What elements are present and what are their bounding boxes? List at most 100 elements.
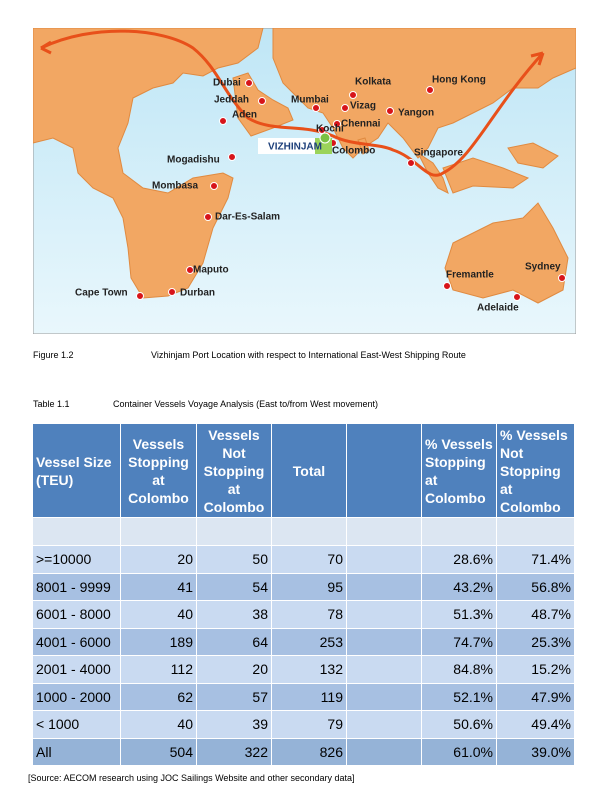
port-label: Yangon xyxy=(398,108,434,119)
table-cell: 6001 - 8000 xyxy=(33,601,121,629)
header-cell: Total xyxy=(272,424,347,518)
table-cell: 64 xyxy=(197,628,272,656)
table-cell: >=10000 xyxy=(33,546,121,574)
port-label: Mombasa xyxy=(152,181,199,192)
header-cell: Vessels Stopping at Colombo xyxy=(121,424,197,518)
spacer-cell xyxy=(33,518,121,546)
spacer-cell xyxy=(422,518,497,546)
figure-caption: Vizhinjam Port Location with respect to … xyxy=(151,350,466,360)
port-label: Dar-Es-Salam xyxy=(215,212,280,223)
table-cell: 40 xyxy=(121,601,197,629)
source-note: [Source: AECOM research using JOC Sailin… xyxy=(28,773,355,783)
port-dot xyxy=(258,97,266,105)
spacer-cell xyxy=(121,518,197,546)
port-label: Aden xyxy=(232,110,257,121)
table-spacer xyxy=(347,546,422,574)
port-dot xyxy=(219,117,227,125)
table-cell: 95 xyxy=(272,573,347,601)
table-spacer xyxy=(347,683,422,711)
table-cell: 84.8% xyxy=(422,656,497,684)
table-cell: 504 xyxy=(121,738,197,766)
table-spacer xyxy=(347,738,422,766)
table-cell: 322 xyxy=(197,738,272,766)
port-label: Colombo xyxy=(332,146,375,157)
table-cell: 132 xyxy=(272,656,347,684)
table-cell: < 1000 xyxy=(33,711,121,739)
port-dot xyxy=(210,182,218,190)
port-label: Cape Town xyxy=(75,288,128,299)
port-dot xyxy=(407,159,415,167)
table-cell: 49.4% xyxy=(497,711,575,739)
table-cell: 61.0% xyxy=(422,738,497,766)
ports: Dubai Jeddah Aden Mumbai Kolkata Vizag Chennai… xyxy=(75,75,566,314)
port-label: Maputo xyxy=(193,265,229,276)
table-cell: 4001 - 6000 xyxy=(33,628,121,656)
table-cell: 56.8% xyxy=(497,573,575,601)
port-label: Kochi xyxy=(316,124,344,135)
table-cell: 48.7% xyxy=(497,601,575,629)
port-label: Dubai xyxy=(213,78,241,89)
table-cell: 189 xyxy=(121,628,197,656)
table-cell: 52.1% xyxy=(422,683,497,711)
table-cell: 2001 - 4000 xyxy=(33,656,121,684)
table-cell: 79 xyxy=(272,711,347,739)
table-spacer xyxy=(347,656,422,684)
table-cell: 57 xyxy=(197,683,272,711)
port-dot xyxy=(443,282,451,290)
port-label: Mogadishu xyxy=(167,155,220,166)
port-label: Hong Kong xyxy=(432,75,486,86)
figure-number: Figure 1.2 xyxy=(33,350,74,360)
header-cell: % Vessels Stopping at Colombo xyxy=(422,424,497,518)
port-label: Chennai xyxy=(341,119,381,130)
port-label: Mumbai xyxy=(291,95,329,106)
shipping-route xyxy=(40,29,545,177)
spacer-cell xyxy=(272,518,347,546)
port-dot xyxy=(513,293,521,301)
port-dot xyxy=(228,153,236,161)
header-cell: Vessels Not Stopping at Colombo xyxy=(197,424,272,518)
table-cell: 47.9% xyxy=(497,683,575,711)
port-dot xyxy=(333,120,341,128)
land xyxy=(33,28,576,304)
table-cell: 41 xyxy=(121,573,197,601)
header-spacer xyxy=(347,424,422,518)
spacer-cell xyxy=(497,518,575,546)
table-spacer xyxy=(347,573,422,601)
port-dot xyxy=(136,292,144,300)
port-label: Sydney xyxy=(525,262,561,273)
table-cell: 54 xyxy=(197,573,272,601)
table-cell: 62 xyxy=(121,683,197,711)
port-label: Kolkata xyxy=(355,77,392,88)
table-cell: 1000 - 2000 xyxy=(33,683,121,711)
port-dot xyxy=(168,288,176,296)
header-cell: % Vessels Not Stopping at Colombo xyxy=(497,424,575,518)
spacer-cell xyxy=(347,518,422,546)
table-cell: 51.3% xyxy=(422,601,497,629)
port-dot xyxy=(204,213,212,221)
table-cell: 70 xyxy=(272,546,347,574)
table-cell: 71.4% xyxy=(497,546,575,574)
highlight-label: VIZHINJAM xyxy=(268,142,322,153)
table-cell: 39 xyxy=(197,711,272,739)
port-dot xyxy=(312,104,320,112)
table-spacer xyxy=(347,711,422,739)
port-label: Adelaide xyxy=(477,303,519,314)
port-label: Jeddah xyxy=(214,95,249,106)
table-cell: 38 xyxy=(197,601,272,629)
port-dot xyxy=(426,86,434,94)
table-cell: 78 xyxy=(272,601,347,629)
table-cell: 119 xyxy=(272,683,347,711)
table-cell: 20 xyxy=(121,546,197,574)
table-cell: 15.2% xyxy=(497,656,575,684)
table-cell: 826 xyxy=(272,738,347,766)
port-dot xyxy=(186,266,194,274)
highlight-box xyxy=(258,138,332,154)
port-label: Durban xyxy=(180,288,215,299)
table-cell: All xyxy=(33,738,121,766)
port-label: Singapore xyxy=(414,148,463,159)
port-dot xyxy=(245,79,253,87)
port-label: Fremantle xyxy=(446,270,494,281)
table-caption: Container Vessels Voyage Analysis (East … xyxy=(113,399,378,409)
table-cell: 50.6% xyxy=(422,711,497,739)
